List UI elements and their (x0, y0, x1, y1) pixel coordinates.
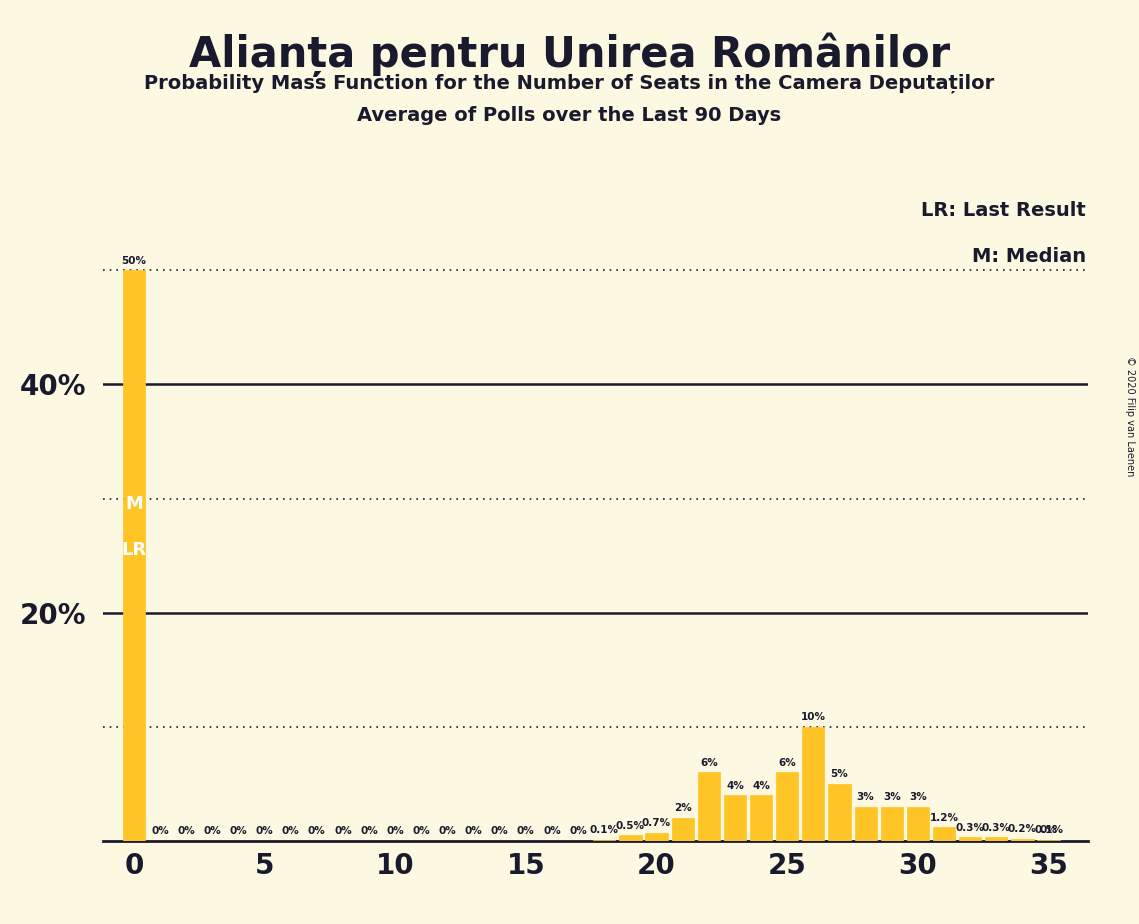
Text: 0%: 0% (204, 826, 221, 836)
Text: 0%: 0% (308, 826, 326, 836)
Text: 0.2%: 0.2% (1008, 824, 1036, 834)
Text: 0.5%: 0.5% (616, 821, 645, 831)
Bar (802, 727, 825, 841)
Text: 0%: 0% (465, 826, 483, 836)
Text: 1.2%: 1.2% (929, 812, 959, 822)
Text: M: Median: M: Median (972, 247, 1085, 266)
Bar (646, 833, 667, 841)
Text: 10%: 10% (801, 712, 826, 723)
Text: M: M (125, 495, 142, 513)
Text: 3%: 3% (857, 792, 875, 802)
Text: 0.1%: 0.1% (590, 825, 618, 835)
Bar (880, 807, 903, 841)
Text: 0.3%: 0.3% (982, 823, 1010, 833)
Bar (985, 837, 1007, 841)
Text: 6%: 6% (778, 758, 796, 768)
Text: 0.3%: 0.3% (956, 823, 984, 833)
Text: 4%: 4% (726, 781, 744, 791)
Text: 0%: 0% (1040, 825, 1057, 835)
Bar (672, 818, 694, 841)
Text: 4%: 4% (752, 781, 770, 791)
Text: 0%: 0% (360, 826, 378, 836)
Text: 6%: 6% (700, 758, 718, 768)
Text: 0%: 0% (334, 826, 352, 836)
Text: 2%: 2% (674, 804, 691, 813)
Bar (123, 271, 145, 841)
Text: 0%: 0% (386, 826, 404, 836)
Bar (959, 837, 982, 841)
Bar (620, 835, 641, 841)
Bar (749, 796, 772, 841)
Text: 0%: 0% (491, 826, 509, 836)
Text: 3%: 3% (909, 792, 927, 802)
Text: 0%: 0% (178, 826, 195, 836)
Text: © 2020 Filip van Laenen: © 2020 Filip van Laenen (1125, 356, 1134, 476)
Text: LR: Last Result: LR: Last Result (921, 201, 1085, 220)
Text: 0.1%: 0.1% (1034, 825, 1063, 835)
Text: 0%: 0% (412, 826, 431, 836)
Text: 50%: 50% (122, 256, 147, 266)
Text: 0%: 0% (151, 826, 169, 836)
Text: 0%: 0% (543, 826, 560, 836)
Text: LR: LR (122, 541, 147, 559)
Bar (1038, 840, 1059, 841)
Text: 0%: 0% (517, 826, 534, 836)
Bar (933, 827, 956, 841)
Bar (1011, 839, 1033, 841)
Text: Probability Mass Function for the Number of Seats in the Camera Deputaților: Probability Mass Function for the Number… (145, 74, 994, 93)
Bar (776, 772, 798, 841)
Bar (828, 784, 851, 841)
Bar (854, 807, 877, 841)
Bar (593, 840, 615, 841)
Bar (724, 796, 746, 841)
Text: 0%: 0% (439, 826, 457, 836)
Text: Average of Polls over the Last 90 Days: Average of Polls over the Last 90 Days (358, 106, 781, 126)
Text: 0%: 0% (255, 826, 273, 836)
Text: 5%: 5% (830, 769, 849, 779)
Text: 0.7%: 0.7% (642, 819, 671, 828)
Text: 0%: 0% (570, 826, 587, 836)
Text: 0%: 0% (230, 826, 247, 836)
Bar (698, 772, 720, 841)
Text: 0%: 0% (281, 826, 300, 836)
Bar (907, 807, 929, 841)
Text: Alianța pentru Unirea Românilor: Alianța pentru Unirea Românilor (189, 32, 950, 77)
Text: 3%: 3% (883, 792, 901, 802)
